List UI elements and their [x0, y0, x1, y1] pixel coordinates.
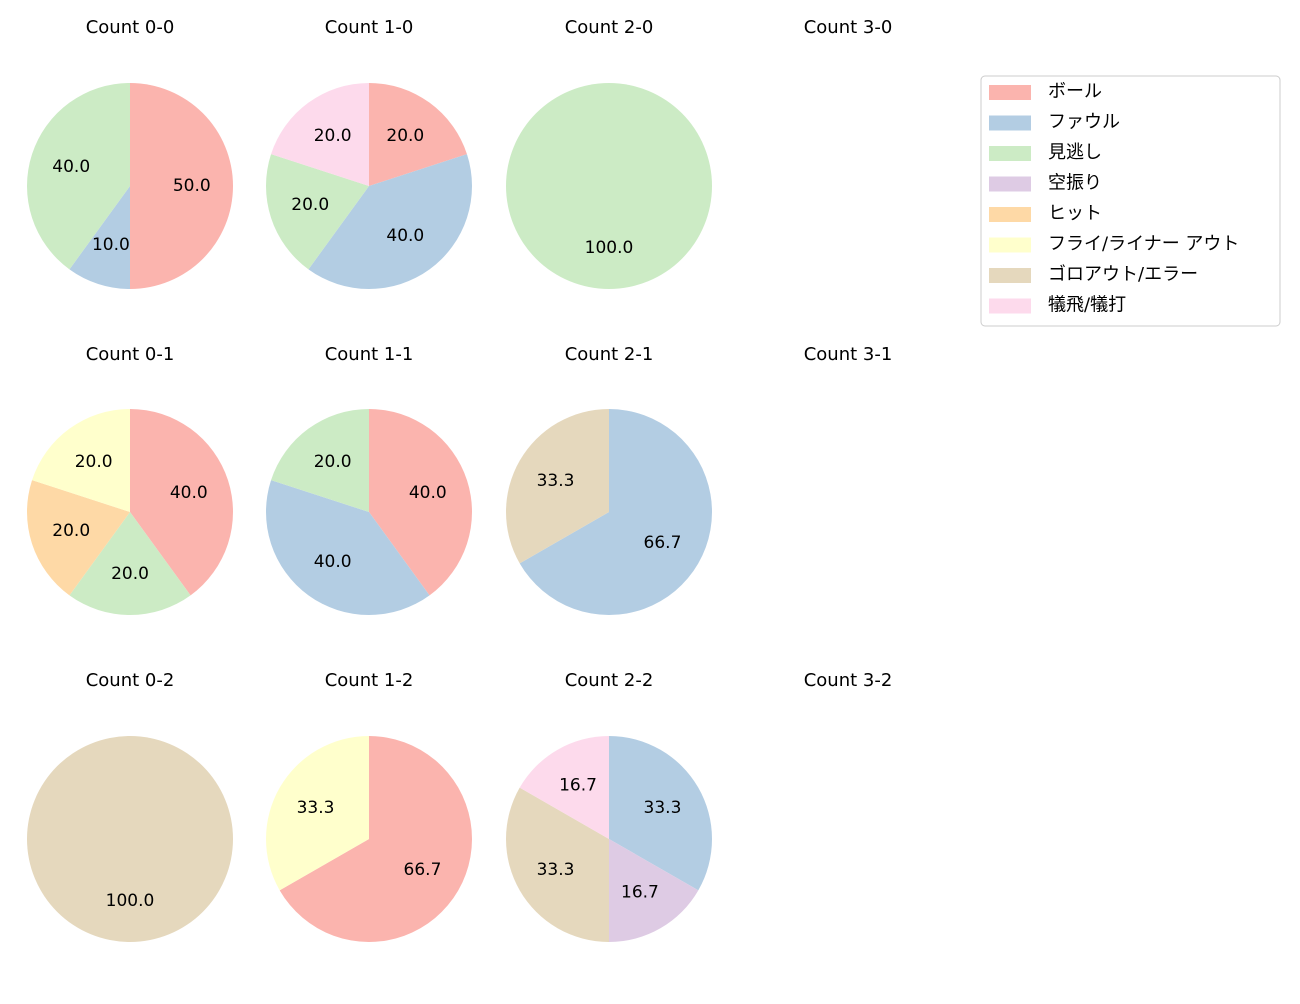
legend-swatch — [989, 85, 1031, 100]
value-label: 40.0 — [170, 483, 208, 503]
pie-slice — [369, 409, 472, 596]
legend-label: 犠飛/犠打 — [1048, 295, 1126, 316]
value-label: 33.3 — [297, 798, 335, 818]
legend-swatch — [989, 268, 1031, 283]
chart-title: Count 0-0 — [86, 17, 175, 38]
value-label: 40.0 — [52, 157, 90, 177]
legend-swatch — [989, 146, 1031, 161]
legend-swatch — [989, 207, 1031, 222]
pie-slice — [609, 839, 699, 942]
value-label: 40.0 — [409, 483, 447, 503]
legend-label: ゴロアウト/エラー — [1048, 264, 1198, 285]
pie-slice — [271, 83, 369, 186]
pie-slice — [130, 83, 233, 289]
pie-slice — [130, 409, 233, 596]
chart-title: Count 2-1 — [565, 344, 654, 365]
chart-title: Count 0-2 — [86, 670, 175, 691]
value-label: 100.0 — [585, 238, 634, 258]
legend-box — [980, 75, 1281, 327]
value-label: 66.7 — [404, 860, 442, 880]
pie-slice — [506, 83, 712, 289]
legend-label: フライ/ライナー アウト — [1048, 234, 1239, 255]
chart-title: Count 3-1 — [804, 344, 893, 365]
pie-slice — [27, 736, 233, 942]
pie-slice — [609, 736, 712, 891]
pie-slice — [308, 154, 473, 289]
value-label: 20.0 — [111, 564, 149, 584]
chart-title: Count 3-0 — [804, 17, 893, 38]
chart-title: Count 1-0 — [325, 17, 414, 38]
pie-slice — [27, 83, 131, 270]
legend-label: ファウル — [1048, 112, 1120, 133]
value-label: 100.0 — [106, 891, 155, 911]
pie-slice — [519, 736, 609, 839]
chart-title: Count 3-2 — [804, 670, 893, 691]
legend-swatch — [989, 298, 1031, 314]
legend-label: ヒット — [1048, 203, 1102, 224]
pie-slice — [506, 409, 609, 564]
value-label: 33.3 — [537, 471, 575, 491]
legend-swatch — [989, 115, 1031, 131]
pie-slice — [69, 512, 191, 615]
value-label: 20.0 — [291, 195, 329, 215]
pie-slice — [519, 409, 712, 615]
value-label: 40.0 — [314, 552, 352, 572]
legend-label: 空振り — [1048, 173, 1102, 194]
legend-swatch — [989, 237, 1031, 253]
value-label: 10.0 — [92, 235, 130, 255]
value-label: 20.0 — [314, 126, 352, 146]
value-label: 16.7 — [559, 776, 597, 796]
pie-slice — [266, 480, 430, 616]
chart-title: Count 1-2 — [325, 670, 414, 691]
legend-label: ボール — [1048, 81, 1102, 102]
pie-slice — [279, 736, 473, 942]
pie-slice — [27, 480, 130, 596]
legend-swatch — [989, 176, 1031, 192]
value-label: 20.0 — [52, 521, 90, 541]
pie-slice — [369, 83, 467, 186]
pie-slice — [32, 409, 130, 512]
value-label: 16.7 — [621, 882, 659, 902]
chart-title: Count 0-1 — [86, 344, 175, 365]
pie-slice — [266, 736, 369, 891]
value-label: 20.0 — [386, 126, 424, 146]
value-label: 40.0 — [386, 226, 424, 246]
pie-slice — [69, 186, 130, 289]
chart-title: Count 2-0 — [565, 17, 654, 38]
pie-slice — [271, 409, 369, 512]
value-label: 50.0 — [173, 176, 211, 196]
value-label: 20.0 — [75, 452, 113, 472]
value-label: 66.7 — [644, 533, 682, 553]
legend-label: 見逃し — [1048, 142, 1102, 163]
chart-title: Count 1-1 — [325, 344, 414, 365]
pie-slice — [266, 154, 369, 270]
chart-title: Count 2-2 — [565, 670, 654, 691]
pie-slice — [505, 787, 609, 942]
value-label: 20.0 — [314, 452, 352, 472]
value-label: 33.3 — [644, 798, 682, 818]
value-label: 33.3 — [537, 860, 575, 880]
